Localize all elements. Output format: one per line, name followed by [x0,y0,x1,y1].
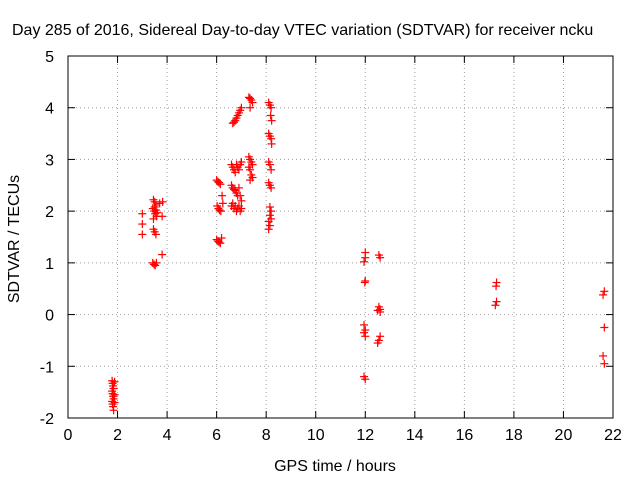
x-tick-label: 6 [212,427,221,444]
data-point [600,287,609,296]
data-point [360,320,369,329]
data-point [600,323,609,332]
x-tick-label: 22 [604,427,622,444]
data-point [376,307,385,316]
data-point [373,339,382,348]
data-point [361,253,370,262]
data-point [152,258,161,267]
data-point [234,165,243,174]
y-tick-label: 0 [45,308,54,325]
data-point [264,225,273,234]
data-point [138,230,147,239]
data-point [110,398,119,407]
data-point [267,165,276,174]
data-point [215,206,224,215]
data-point [158,197,167,206]
axis-ticks [67,55,614,419]
data-point [265,221,274,230]
data-point [360,278,369,287]
x-tick-label: 12 [356,427,374,444]
data-point [216,207,225,216]
data-points [108,93,609,415]
data-point [265,203,274,212]
data-point [361,332,370,341]
chart-title: Day 285 of 2016, Sidereal Day-to-day VTE… [12,22,593,39]
data-point [376,332,385,341]
x-tick-labels: 0 2 4 6 8 10 12 14 16 18 20 22 [64,427,622,444]
x-axis-label: GPS time / hours [274,458,396,475]
data-point [217,234,226,243]
data-point [237,103,246,112]
data-point [110,377,119,386]
data-point [234,183,243,192]
y-tick-label: 1 [45,256,54,273]
data-point [237,204,246,213]
data-point [109,406,118,415]
data-point [266,111,275,120]
data-point [246,176,255,185]
y-tick-label: -2 [40,411,54,428]
x-tick-label: 4 [163,427,172,444]
data-point [151,230,160,239]
y-tick-label: 2 [45,204,54,221]
data-point [215,178,224,187]
data-point [216,180,225,189]
data-point [492,282,501,291]
grid-lines [68,56,613,418]
data-point [492,297,501,306]
data-point [237,196,246,205]
plot-frame [67,55,614,419]
data-point [246,94,255,103]
data-point [267,139,276,148]
y-tick-label: 3 [45,152,54,169]
data-point [158,212,167,221]
data-point [267,207,276,216]
data-point [267,116,276,125]
data-point [153,208,162,217]
data-point [218,199,227,208]
data-point [360,328,369,337]
data-point [267,103,276,112]
x-tick-label: 20 [555,427,573,444]
data-point [236,191,245,200]
x-tick-label: 18 [505,427,523,444]
data-point [265,160,274,169]
data-point [267,183,276,192]
data-point [491,301,500,310]
data-point [246,165,255,174]
data-point [218,191,227,200]
data-point [158,250,167,259]
y-tick-label: 4 [45,101,54,118]
y-tick-labels: -2 -1 0 1 2 3 4 5 [40,49,54,428]
y-tick-label: -1 [40,359,54,376]
data-point [265,211,274,220]
x-tick-label: 16 [455,427,473,444]
y-axis-label: SDTVAR / TECUs [6,175,23,303]
x-tick-label: 2 [113,427,122,444]
data-point [246,103,255,112]
data-point [360,257,369,266]
x-tick-label: 10 [307,427,325,444]
data-point [149,214,158,223]
data-point [264,217,273,226]
x-tick-label: 14 [406,427,424,444]
data-point [216,239,225,248]
y-tick-label: 5 [45,49,54,66]
data-point [138,209,147,218]
data-point [138,220,147,229]
data-point [599,351,608,360]
data-point [110,390,119,399]
data-point [376,253,385,262]
data-point [599,290,608,299]
data-point [237,158,246,167]
data-point [248,98,257,107]
data-point [229,118,238,127]
x-tick-label: 0 [64,427,73,444]
data-point [215,238,224,247]
data-point [361,375,370,384]
data-point [600,359,609,368]
x-tick-label: 8 [262,427,271,444]
